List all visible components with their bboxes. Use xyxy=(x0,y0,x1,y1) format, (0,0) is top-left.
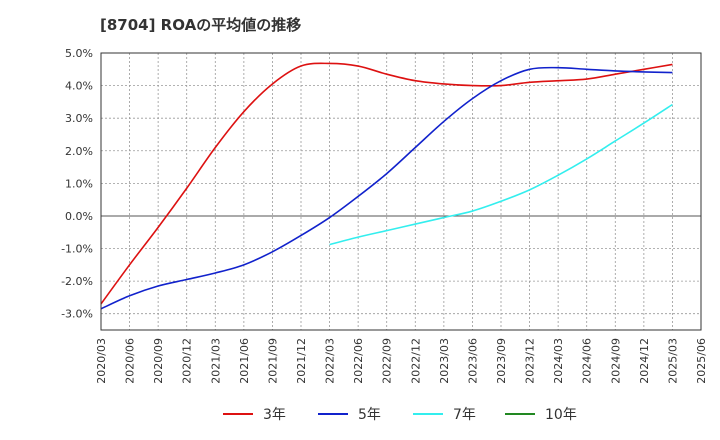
legend-label-0: 3年 xyxy=(263,407,286,423)
y-tick-label: 3.0% xyxy=(65,112,93,125)
series-lines xyxy=(100,62,673,310)
x-axis-tick-labels: 2020/03 2020/06 2020/09 2020/12 2021/03 2021/… xyxy=(95,338,708,384)
x-tick-label: 2024/12 xyxy=(638,338,651,384)
legend: 3年 5年 7年 10年 xyxy=(223,407,577,423)
y-tick-label: 1.0% xyxy=(65,177,93,190)
x-tick-label: 2021/06 xyxy=(238,338,251,384)
x-tick-label: 2023/03 xyxy=(438,338,451,384)
x-tick-label: 2020/03 xyxy=(95,338,108,384)
x-tick-label: 2024/06 xyxy=(581,338,594,384)
x-tick-label: 2020/12 xyxy=(181,338,194,384)
x-tick-label: 2024/09 xyxy=(609,338,622,384)
x-tick-label: 2020/09 xyxy=(152,338,165,384)
series-line-1 xyxy=(100,66,673,310)
series-line-0 xyxy=(100,62,673,305)
chart-title: [8704] ROAの平均値の推移 xyxy=(100,16,301,34)
x-tick-label: 2022/03 xyxy=(324,338,337,384)
legend-label-2: 7年 xyxy=(453,407,476,423)
x-tick-label: 2022/06 xyxy=(352,338,365,384)
legend-label-3: 10年 xyxy=(545,407,577,423)
x-tick-label: 2022/09 xyxy=(381,338,394,384)
y-tick-label: -3.0% xyxy=(61,308,93,321)
x-tick-label: 2021/12 xyxy=(295,338,308,384)
x-tick-label: 2020/06 xyxy=(124,338,137,384)
x-tick-label: 2022/12 xyxy=(409,338,422,384)
y-tick-label: 5.0% xyxy=(65,47,93,60)
y-tick-label: -1.0% xyxy=(61,243,93,256)
x-tick-label: 2023/06 xyxy=(466,338,479,384)
x-tick-label: 2023/12 xyxy=(524,338,537,384)
x-tick-label: 2023/09 xyxy=(495,338,508,384)
x-tick-label: 2025/06 xyxy=(695,338,708,384)
plot-area xyxy=(101,53,701,330)
y-tick-label: -2.0% xyxy=(61,275,93,288)
x-tick-label: 2025/03 xyxy=(666,338,679,384)
y-axis-tick-labels: 5.0% 4.0% 3.0% 2.0% 1.0% 0.0% -1.0% -2.0% -3.0% xyxy=(61,47,93,321)
x-tick-label: 2021/09 xyxy=(266,338,279,384)
plot-frame xyxy=(100,52,702,331)
y-tick-label: 4.0% xyxy=(65,80,93,93)
legend-label-1: 5年 xyxy=(358,407,381,423)
x-tick-label: 2021/03 xyxy=(209,338,222,384)
x-tick-label: 2024/03 xyxy=(552,338,565,384)
y-tick-label: 0.0% xyxy=(65,210,93,223)
grid-lines xyxy=(101,52,701,330)
y-tick-label: 2.0% xyxy=(65,145,93,158)
series-line-2 xyxy=(329,103,673,246)
